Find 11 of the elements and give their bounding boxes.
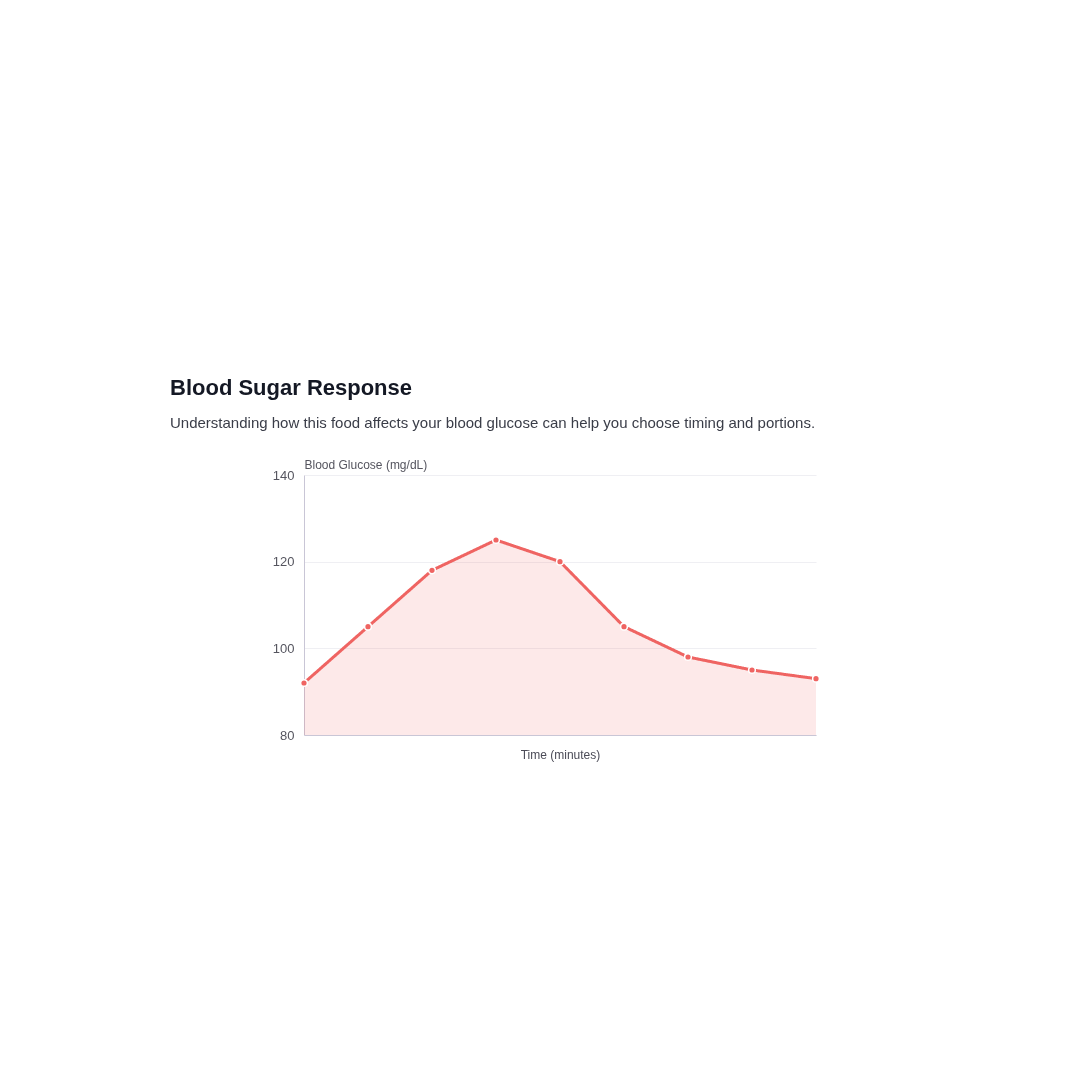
chart-title: Blood Sugar Response — [170, 375, 413, 400]
y-axis-title: Blood Glucose (mg/dL) — [304, 457, 428, 472]
point — [619, 622, 629, 631]
y-tick-label: 80 — [280, 727, 295, 743]
point — [363, 622, 373, 631]
y-tick-label: 100 — [272, 640, 295, 656]
point — [427, 566, 437, 575]
chart-subtitle: Understanding how this food affects your blood glucose can help you choose timing and portions. — [170, 414, 816, 431]
y-tick-label: 140 — [272, 467, 295, 483]
y-tick-label: 120 — [272, 554, 295, 570]
x-axis-title: Time (minutes) — [520, 747, 601, 762]
